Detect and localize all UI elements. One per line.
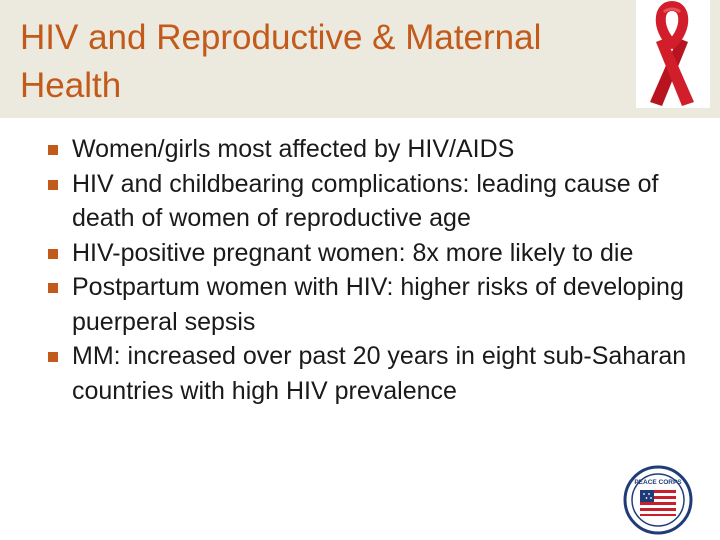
title-band — [0, 0, 720, 118]
bullet-text: HIV and childbearing complications: lead… — [72, 169, 659, 233]
square-bullet-icon — [48, 179, 58, 190]
bullet-item: HIV and childbearing complications: lead… — [48, 167, 688, 236]
square-bullet-icon — [48, 352, 58, 362]
bullet-item: HIV-positive pregnant women: 8x more lik… — [48, 236, 688, 271]
bullet-text: MM: increased over past 20 years in eigh… — [72, 342, 687, 405]
bullet-item: Postpartum women with HIV: higher risks … — [48, 270, 688, 339]
bullet-text: Women/girls most affected by HIV/AIDS — [72, 135, 515, 163]
bullet-item: Women/girls most affected by HIV/AIDS — [48, 132, 688, 167]
bullet-item: MM: increased over past 20 years in eigh… — [48, 339, 688, 408]
svg-text:PEACE CORPS: PEACE CORPS — [634, 479, 682, 486]
bullet-list: Women/girls most affected by HIV/AIDS HI… — [48, 132, 688, 408]
square-bullet-icon — [48, 283, 58, 293]
bullet-text: HIV-positive pregnant women: 8x more lik… — [72, 238, 634, 267]
square-bullet-icon — [48, 145, 58, 155]
peace-corps-seal-logo: PEACE CORPS — [623, 465, 693, 535]
slide-title: HIV and Reproductive & Maternal Health — [20, 18, 542, 105]
red-awareness-ribbon-icon — [650, 1, 694, 106]
ribbon-image — [636, 0, 710, 108]
bullet-text: Postpartum women with HIV: higher risks … — [72, 273, 684, 336]
square-bullet-icon — [48, 248, 58, 259]
